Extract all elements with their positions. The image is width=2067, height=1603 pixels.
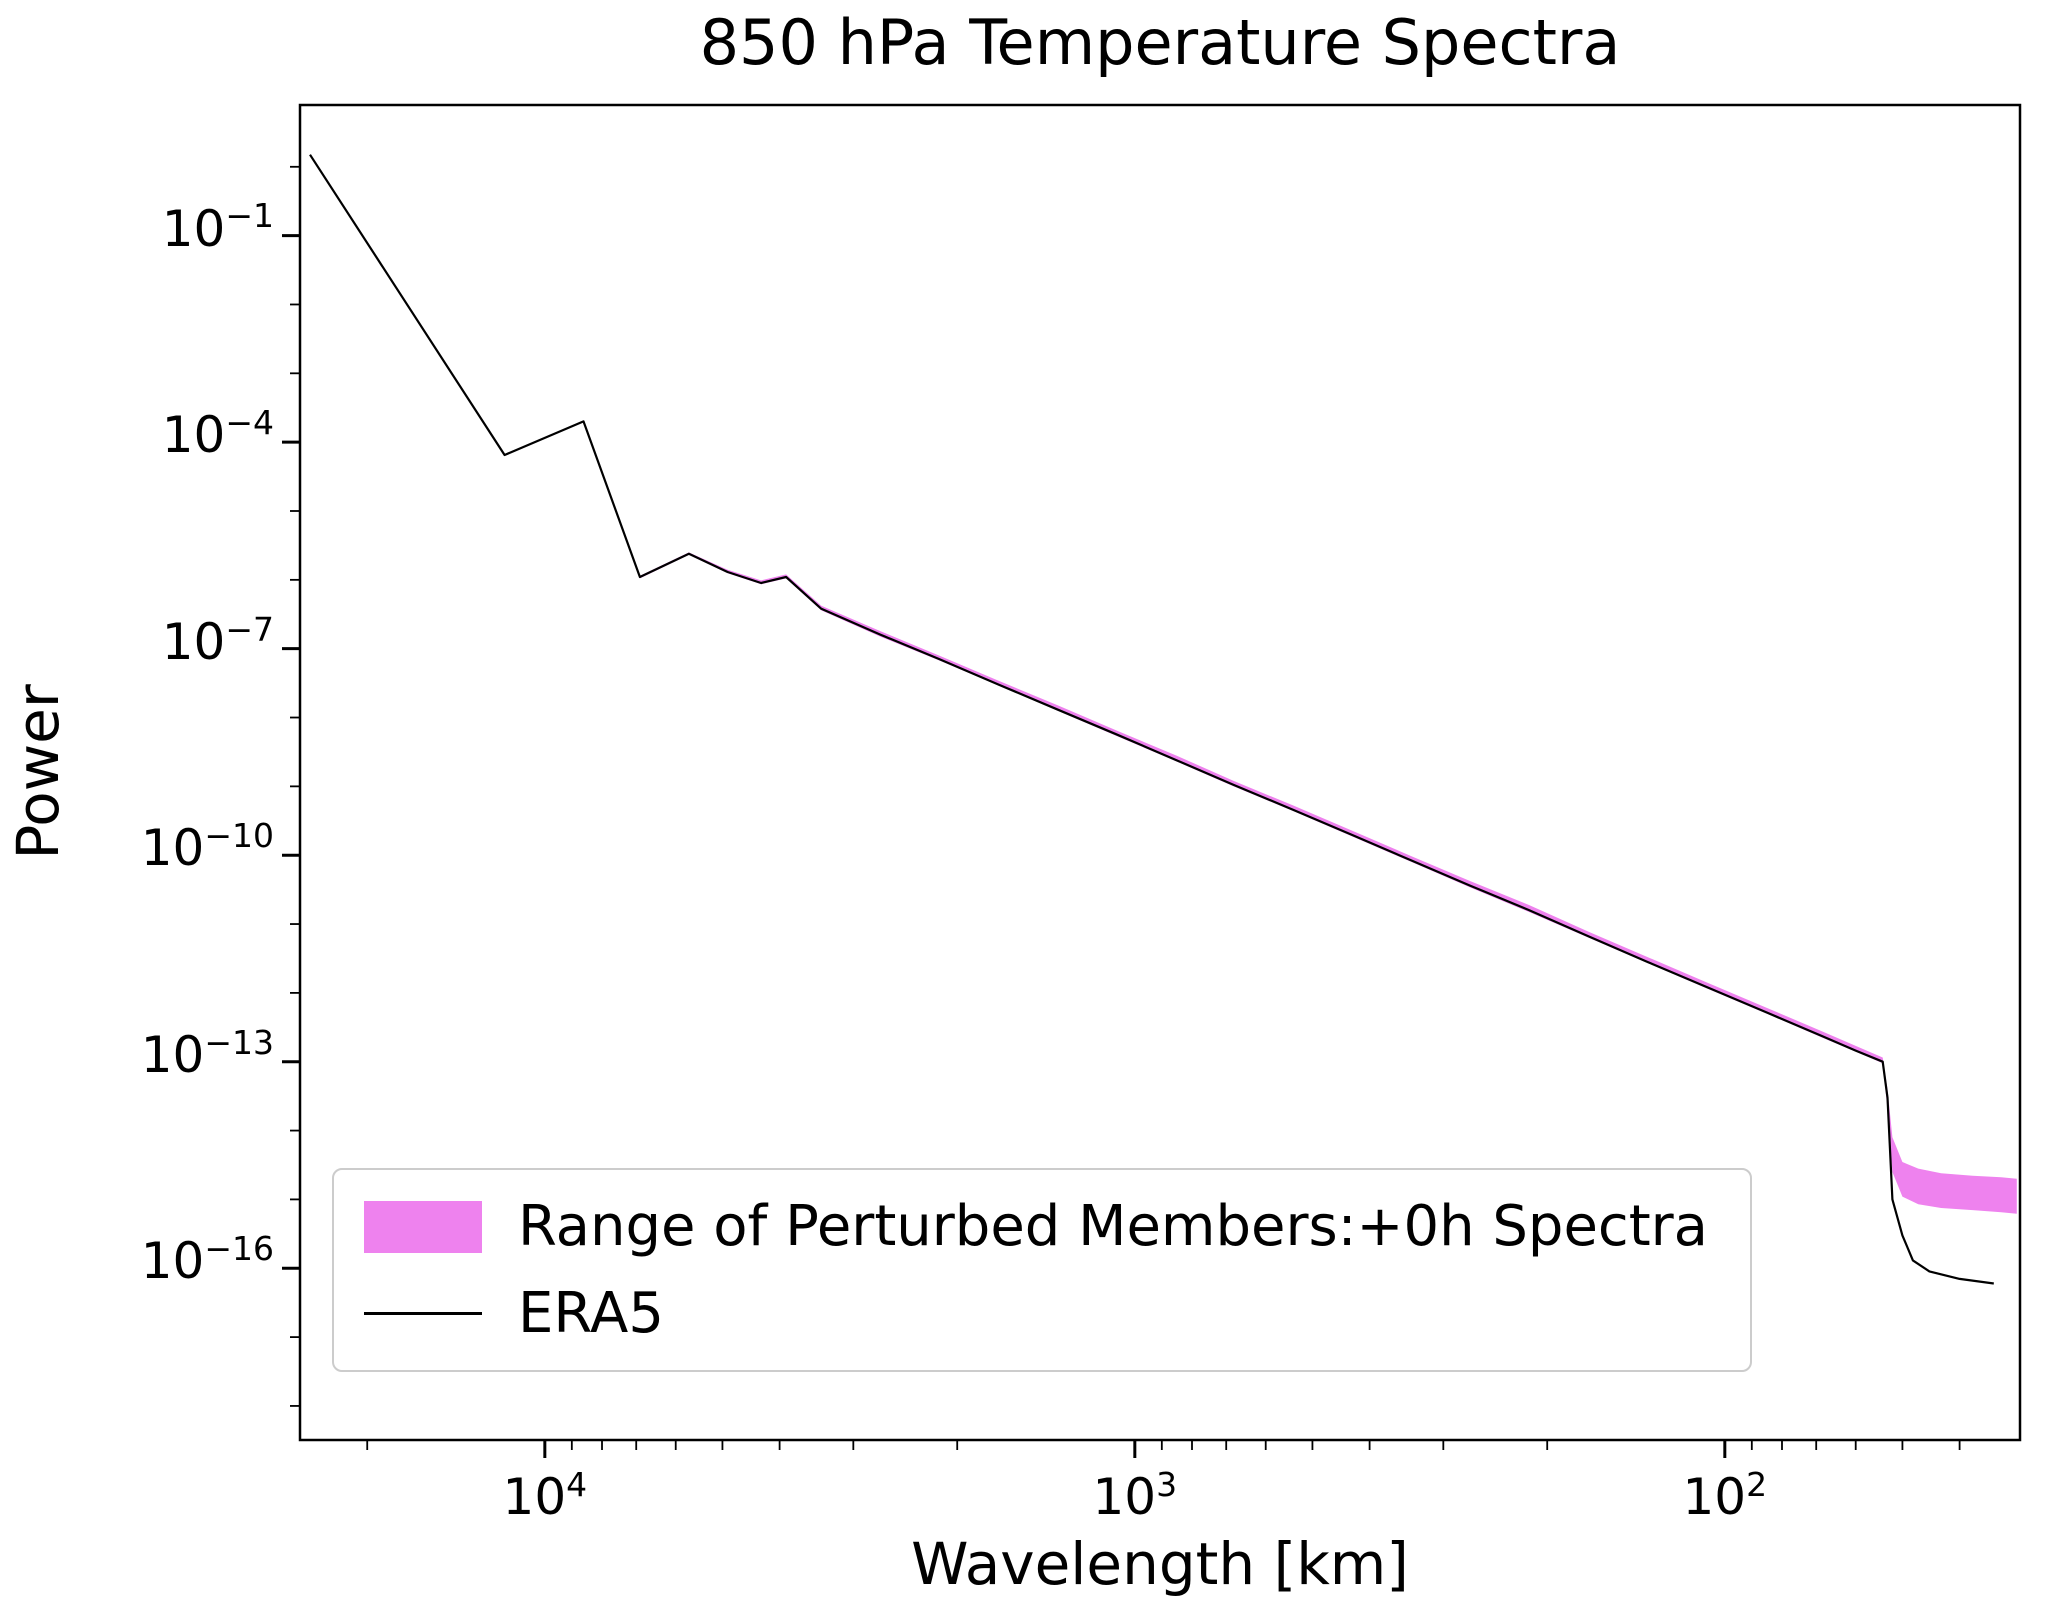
legend-label-perturbed-range: Range of Perturbed Members:+0h Spectra <box>518 1194 1708 1259</box>
y-tick-label: 10−4 <box>161 403 274 465</box>
y-tick-label: 10−16 <box>140 1229 274 1291</box>
legend-item-perturbed-range: Range of Perturbed Members:+0h Spectra <box>364 1194 1708 1259</box>
y-tick-label: 10−13 <box>140 1022 274 1084</box>
y-tick-label: 10−7 <box>161 609 274 671</box>
axes-frame <box>298 103 2022 1442</box>
legend: Range of Perturbed Members:+0h Spectra E… <box>332 1168 1752 1372</box>
y-tick-label: 10−1 <box>161 196 274 258</box>
legend-item-era5: ERA5 <box>364 1281 1708 1346</box>
x-axis-label: Wavelength [km] <box>911 1530 1409 1598</box>
chart-title: 850 hPa Temperature Spectra <box>699 6 1621 79</box>
x-tick-label: 102 <box>1682 1464 1768 1526</box>
x-tick-label: 104 <box>502 1464 588 1526</box>
y-tick-label: 10−10 <box>140 816 274 878</box>
era5-line-sample <box>364 1312 482 1315</box>
perturbed-members-band <box>310 154 2017 1214</box>
x-tick-label: 103 <box>1092 1464 1178 1526</box>
legend-label-era5: ERA5 <box>518 1281 664 1346</box>
y-axis-label: Power <box>4 684 72 860</box>
era5-line <box>309 154 1994 1285</box>
perturbed-range-patch <box>364 1200 482 1253</box>
